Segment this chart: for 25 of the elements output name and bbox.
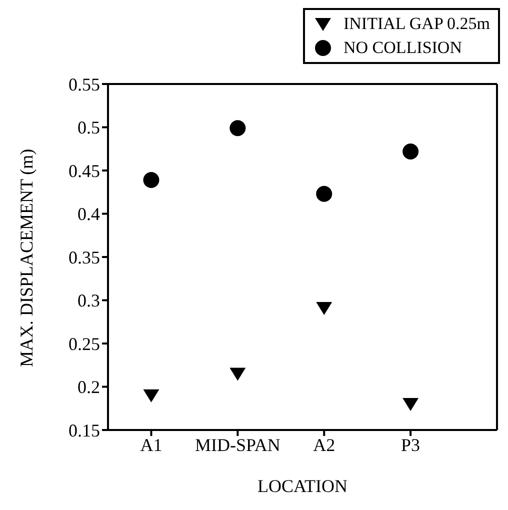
- y-tick-label: 0.55: [68, 74, 100, 94]
- y-tick-label: 0.45: [68, 160, 100, 181]
- x-tick-label: A2: [313, 434, 336, 455]
- y-tick-label: 0.2: [78, 377, 100, 398]
- x-tick-label: P3: [401, 434, 420, 455]
- y-tick-label: 0.5: [78, 118, 100, 138]
- y-tick-label: 0.25: [68, 334, 100, 354]
- point: [402, 143, 419, 160]
- y-axis-title: MAX. DISPLACEMENT (m): [16, 148, 36, 367]
- point: [230, 120, 246, 136]
- point: [316, 186, 332, 202]
- y-tick-label: 0.3: [78, 290, 100, 311]
- y-tick-label: 0.15: [68, 420, 100, 440]
- point: [316, 302, 332, 316]
- point: [230, 368, 246, 381]
- y-tick-label: 0.35: [68, 247, 100, 268]
- point: [143, 389, 160, 402]
- x-axis-title: LOCATION: [258, 476, 348, 496]
- legend-label: INITIAL GAP 0.25m: [343, 13, 490, 35]
- point: [143, 172, 160, 188]
- x-tick-label: A1: [140, 434, 162, 455]
- point: [402, 398, 419, 412]
- y-tick-label: 0.4: [78, 204, 100, 224]
- legend-label: NO COLLISION: [343, 37, 462, 59]
- x-tick-label: MID-SPAN: [194, 434, 280, 455]
